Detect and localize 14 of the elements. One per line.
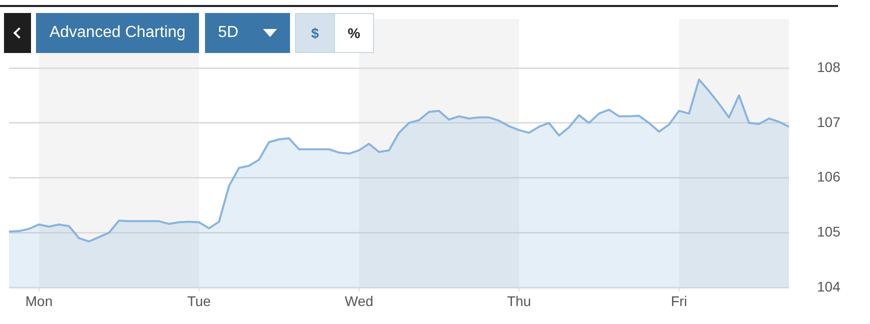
x-tick-label: Fri	[670, 292, 688, 309]
y-tick-label: 108	[817, 58, 841, 75]
dollar-toggle: $	[295, 13, 335, 53]
y-tick-label: 104	[817, 278, 841, 294]
percent-toggle: %	[334, 13, 374, 53]
x-tick-label: Tue	[187, 292, 212, 309]
advanced-charting-button: Advanced Charting	[36, 13, 199, 53]
y-tick-label: 105	[817, 224, 841, 240]
x-tick-label: Thu	[506, 292, 532, 309]
y-tick-label: 106	[817, 168, 841, 185]
x-tick-label: Wed	[344, 292, 374, 309]
y-tick-label: 107	[817, 114, 841, 130]
x-tick-label: Mon	[25, 292, 53, 309]
period-dropdown: 5D	[205, 13, 290, 53]
